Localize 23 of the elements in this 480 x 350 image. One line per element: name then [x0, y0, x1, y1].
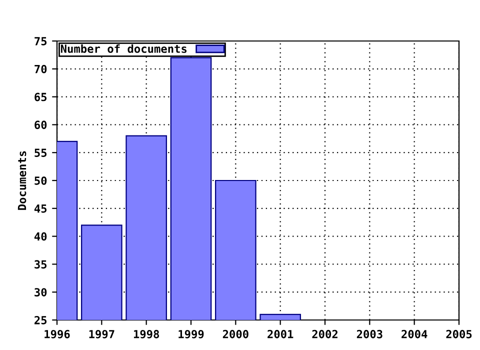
x-tick-label: 2002 — [312, 330, 338, 338]
x-tick-label: 1997 — [89, 330, 114, 338]
x-tick-label: 1996 — [44, 330, 70, 338]
y-tick-label: 55 — [34, 148, 47, 157]
y-tick-label: 45 — [34, 204, 47, 213]
legend-label: Number of documents — [60, 44, 187, 53]
y-tick-label: 25 — [34, 316, 47, 324]
x-tick-label: 2004 — [402, 330, 428, 338]
y-tick-label: 40 — [34, 232, 47, 241]
x-tick-label: 1998 — [134, 330, 160, 338]
y-tick-label: 60 — [34, 120, 47, 130]
y-axis-title: Documents — [18, 151, 26, 210]
y-tick-label: 35 — [34, 260, 47, 269]
x-tick-label: 2005 — [446, 330, 472, 338]
y-tick-label: 65 — [34, 92, 47, 102]
y-tick-label: 30 — [34, 288, 47, 296]
y-tick-label: 70 — [34, 64, 47, 74]
x-tick-label: 1999 — [178, 330, 204, 338]
x-tick-label: 2000 — [222, 330, 248, 338]
x-tick-label: 2001 — [268, 330, 294, 338]
x-tick-label: 2003 — [356, 330, 382, 338]
y-tick-label: 75 — [34, 37, 47, 46]
y-tick-label: 50 — [34, 176, 47, 185]
